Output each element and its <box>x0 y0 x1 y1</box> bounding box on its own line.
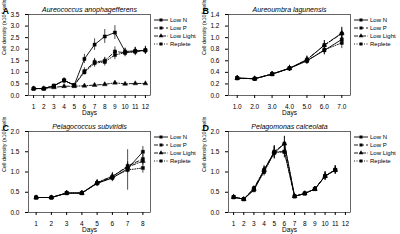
svg-text:4.0: 4.0 <box>285 103 294 111</box>
svg-text:5: 5 <box>95 220 99 228</box>
svg-text:2: 2 <box>42 103 46 110</box>
svg-text:0.0: 0.0 <box>210 209 219 216</box>
svg-text:7: 7 <box>292 220 297 228</box>
svg-text:Days: Days <box>82 109 98 117</box>
html-text:Low Light: Low Light <box>170 150 196 156</box>
svg-text:1.0: 1.0 <box>10 168 19 175</box>
svg-text:0.4: 0.4 <box>210 68 219 75</box>
svg-text:0.5: 0.5 <box>10 80 19 87</box>
svg-text:3: 3 <box>65 220 69 227</box>
svg-text:2: 2 <box>50 220 54 227</box>
svg-text:11: 11 <box>332 220 339 227</box>
svg-text:Aureoumbra lagunensis: Aureoumbra lagunensis <box>252 6 327 14</box>
svg-text:0.6: 0.6 <box>210 57 219 64</box>
svg-text:8: 8 <box>103 103 107 110</box>
svg-text:3.5: 3.5 <box>10 11 19 18</box>
svg-text:4: 4 <box>80 220 84 228</box>
svg-text:Pelagomonas calceolata: Pelagomonas calceolata <box>251 123 327 131</box>
html-text:Replete: Replete <box>170 158 191 164</box>
svg-text:10: 10 <box>321 220 329 227</box>
svg-text:11: 11 <box>132 103 139 110</box>
html-text:Low Light: Low Light <box>370 33 396 39</box>
svg-text:0.5: 0.5 <box>10 188 19 195</box>
svg-text:12: 12 <box>342 220 350 227</box>
svg-text:2.0: 2.0 <box>10 45 19 52</box>
svg-text:Days: Days <box>82 226 98 234</box>
svg-text:6: 6 <box>82 103 87 111</box>
svg-text:1.0: 1.0 <box>210 34 219 41</box>
html-text:Replete: Replete <box>370 158 391 164</box>
svg-text:5.0: 5.0 <box>302 103 311 110</box>
svg-text:2.0: 2.0 <box>210 128 219 135</box>
svg-text:10: 10 <box>121 103 129 110</box>
html-text:Low Light: Low Light <box>170 33 196 39</box>
svg-text:3.0: 3.0 <box>10 22 19 29</box>
svg-text:5: 5 <box>272 220 276 227</box>
svg-text:2.5: 2.5 <box>10 34 19 41</box>
svg-text:Cell density (x10⁶ cells mL⁻¹): Cell density (x10⁶ cells mL⁻¹) <box>1 0 7 55</box>
svg-text:2.0: 2.0 <box>10 128 19 135</box>
svg-text:3: 3 <box>52 103 56 110</box>
svg-text:3.0: 3.0 <box>268 103 277 110</box>
html-text:Low P: Low P <box>170 25 187 31</box>
svg-text:0.0: 0.0 <box>10 92 19 99</box>
svg-text:8: 8 <box>303 220 307 227</box>
html-text:Low Light: Low Light <box>370 150 396 156</box>
svg-text:1.5: 1.5 <box>210 148 219 155</box>
svg-text:2.0: 2.0 <box>250 103 259 110</box>
html-text:Low N: Low N <box>170 134 187 140</box>
svg-text:0.2: 0.2 <box>210 80 219 87</box>
svg-text:7.0: 7.0 <box>337 103 346 110</box>
svg-text:Aureococcus anophagefferens: Aureococcus anophagefferens <box>41 6 137 14</box>
svg-text:0.5: 0.5 <box>210 188 219 195</box>
svg-text:Days: Days <box>282 226 298 234</box>
svg-text:Cell density (x10⁶ cells mL⁻¹): Cell density (x10⁶ cells mL⁻¹) <box>201 117 207 172</box>
svg-text:1.0: 1.0 <box>233 103 242 110</box>
svg-text:6.0: 6.0 <box>320 103 329 110</box>
svg-text:0.8: 0.8 <box>210 45 219 52</box>
svg-text:8: 8 <box>141 220 145 227</box>
svg-text:6: 6 <box>282 220 287 228</box>
svg-text:5: 5 <box>72 103 76 110</box>
svg-text:1.0: 1.0 <box>10 68 19 75</box>
html-text:Low P: Low P <box>370 142 387 148</box>
html-text:Low N: Low N <box>170 17 187 23</box>
svg-text:1: 1 <box>232 220 236 227</box>
svg-text:1.4: 1.4 <box>210 11 219 18</box>
svg-text:9: 9 <box>313 220 317 227</box>
html-text:Low P: Low P <box>370 25 387 31</box>
svg-text:12: 12 <box>142 103 150 110</box>
svg-text:0.0: 0.0 <box>210 92 219 99</box>
svg-text:2: 2 <box>242 220 246 227</box>
svg-text:1.5: 1.5 <box>10 57 19 64</box>
svg-text:1: 1 <box>34 220 38 227</box>
svg-text:4: 4 <box>262 220 266 227</box>
html-text:Low N: Low N <box>370 134 387 140</box>
svg-text:9: 9 <box>113 103 117 110</box>
html-text:Replete: Replete <box>170 41 191 47</box>
html-text:Low P: Low P <box>170 142 187 148</box>
svg-text:6: 6 <box>111 220 115 227</box>
svg-text:Cell density (x10⁶ cells mL⁻¹): Cell density (x10⁶ cells mL⁻¹) <box>1 117 7 172</box>
svg-text:1.0: 1.0 <box>210 168 219 175</box>
svg-text:3: 3 <box>252 220 256 227</box>
svg-text:1.2: 1.2 <box>210 22 219 29</box>
html-text:Low N: Low N <box>370 17 387 23</box>
svg-text:7: 7 <box>126 220 130 227</box>
html-text:Replete: Replete <box>370 41 391 47</box>
svg-text:7: 7 <box>92 103 97 111</box>
svg-text:Pelagococcus subviridis: Pelagococcus subviridis <box>52 123 127 131</box>
svg-text:4: 4 <box>62 103 66 110</box>
svg-text:1: 1 <box>32 103 36 110</box>
svg-text:Days: Days <box>282 109 298 117</box>
svg-text:0.0: 0.0 <box>10 209 19 216</box>
svg-text:1.5: 1.5 <box>10 148 19 155</box>
svg-text:Cell density (x10⁶ cells mL⁻¹): Cell density (x10⁶ cells mL⁻¹) <box>201 0 207 55</box>
